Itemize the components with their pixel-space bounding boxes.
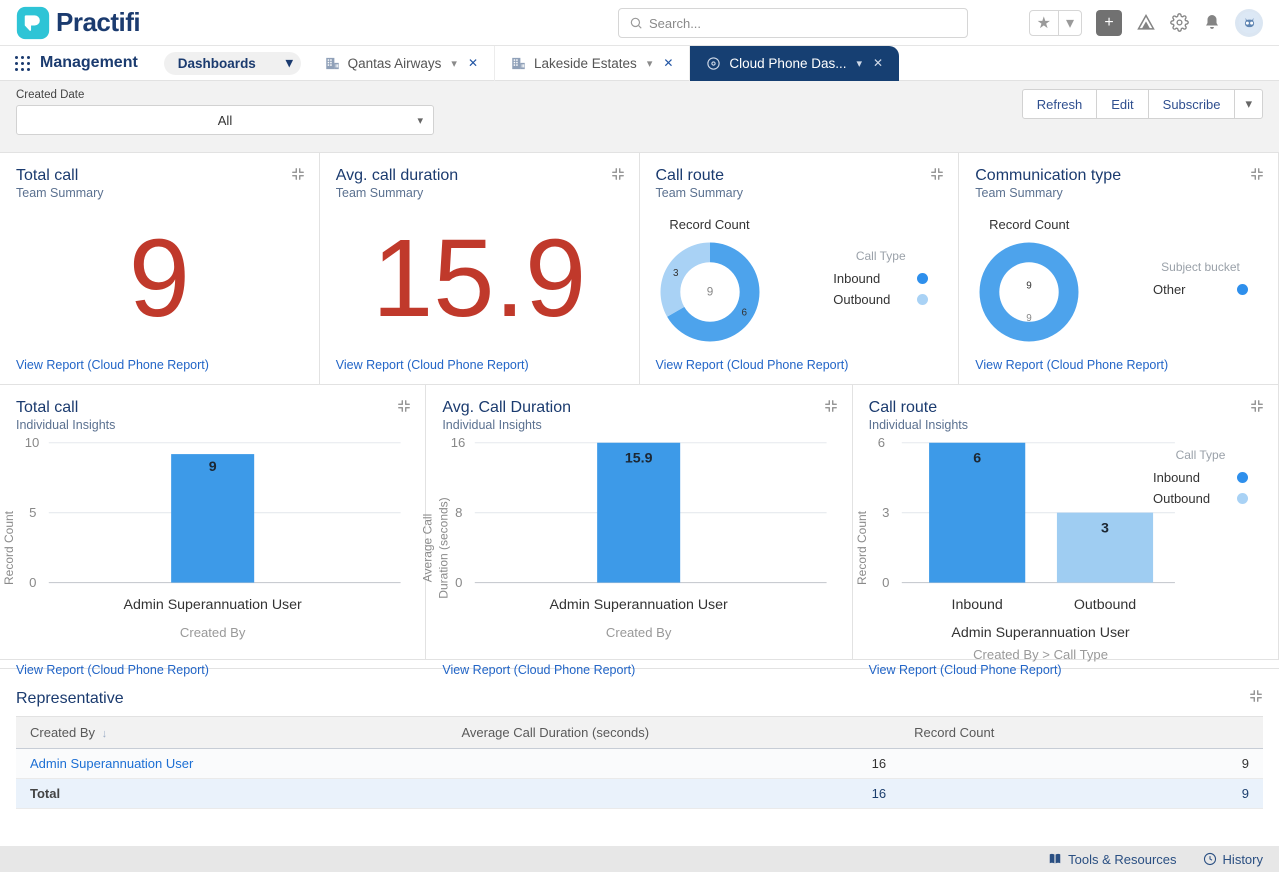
svg-text:Admin Superannuation User: Admin Superannuation User — [124, 597, 303, 613]
svg-text:3: 3 — [1101, 520, 1109, 536]
svg-text:6: 6 — [973, 450, 981, 466]
svg-text:9: 9 — [706, 285, 713, 298]
svg-text:Outbound: Outbound — [1073, 597, 1135, 613]
svg-text:Admin Superannuation User: Admin Superannuation User — [550, 597, 729, 613]
svg-text:9: 9 — [1027, 280, 1033, 291]
svg-text:6: 6 — [741, 307, 747, 318]
svg-text:5: 5 — [29, 505, 36, 520]
svg-text:15.9: 15.9 — [625, 450, 653, 466]
svg-text:3: 3 — [673, 267, 679, 278]
svg-text:Created By > Call Type: Created By > Call Type — [973, 647, 1108, 662]
svg-text:9: 9 — [1027, 312, 1033, 323]
svg-text:0: 0 — [882, 575, 889, 590]
svg-text:9: 9 — [209, 459, 217, 475]
svg-text:0: 0 — [455, 575, 462, 590]
svg-text:Created By: Created By — [606, 625, 672, 640]
svg-text:3: 3 — [882, 505, 889, 520]
svg-text:8: 8 — [455, 505, 462, 520]
svg-text:16: 16 — [451, 435, 466, 450]
svg-text:6: 6 — [877, 435, 884, 450]
svg-text:0: 0 — [29, 575, 36, 590]
svg-text:Inbound: Inbound — [951, 597, 1002, 613]
svg-text:Admin Superannuation User: Admin Superannuation User — [951, 625, 1130, 641]
svg-text:10: 10 — [25, 435, 40, 450]
svg-text:Created By: Created By — [180, 625, 246, 640]
